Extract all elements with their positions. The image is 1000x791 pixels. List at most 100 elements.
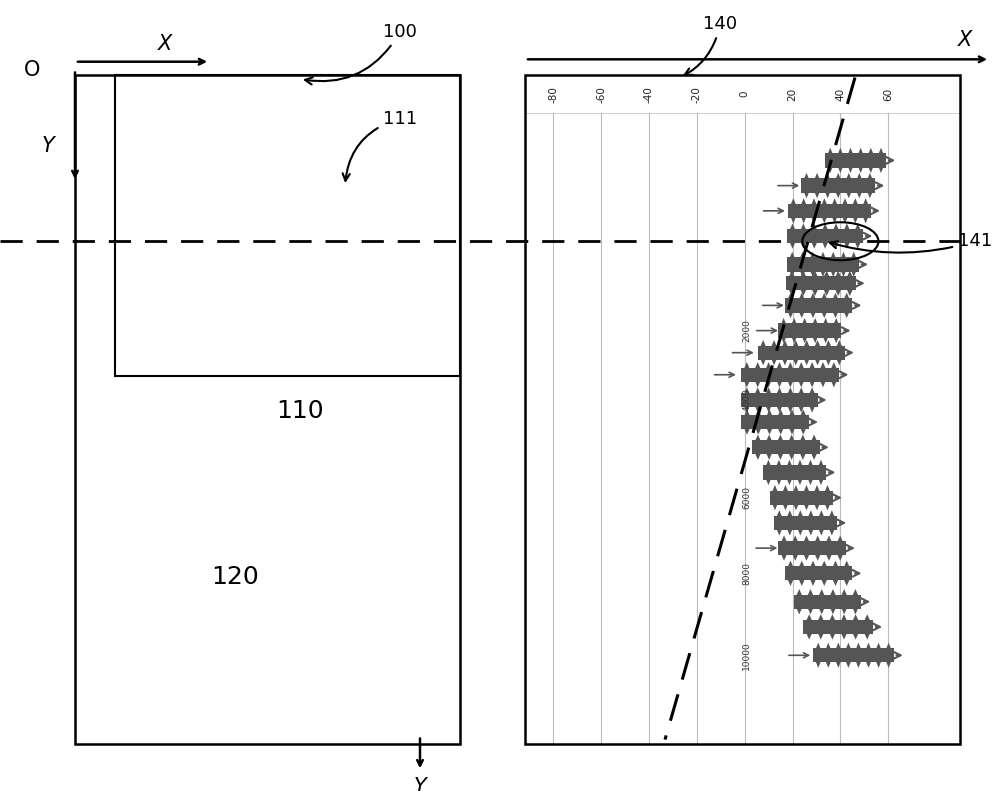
Polygon shape (823, 655, 833, 668)
Polygon shape (753, 410, 764, 422)
Bar (785, 298, 852, 312)
Polygon shape (876, 161, 886, 173)
Polygon shape (834, 353, 845, 365)
Polygon shape (785, 573, 796, 586)
Polygon shape (786, 410, 798, 422)
Text: -60: -60 (596, 85, 606, 103)
Polygon shape (809, 271, 821, 283)
Bar (75, 75, 460, 744)
Polygon shape (741, 375, 752, 388)
Polygon shape (819, 293, 830, 305)
Polygon shape (797, 434, 808, 447)
Polygon shape (787, 223, 798, 236)
Polygon shape (807, 561, 819, 573)
Bar (752, 440, 820, 454)
Polygon shape (823, 536, 835, 548)
Polygon shape (808, 447, 820, 460)
Text: 40: 40 (835, 88, 845, 100)
Polygon shape (844, 283, 856, 296)
Polygon shape (794, 602, 805, 615)
Bar (741, 368, 839, 382)
Text: 4000: 4000 (742, 388, 751, 411)
Polygon shape (823, 340, 834, 353)
Polygon shape (798, 410, 809, 422)
Polygon shape (850, 602, 861, 615)
Polygon shape (791, 498, 801, 510)
Polygon shape (758, 353, 769, 365)
Polygon shape (796, 362, 807, 375)
Text: 20: 20 (788, 88, 798, 100)
Polygon shape (763, 460, 774, 472)
Text: -20: -20 (692, 85, 702, 103)
Bar (115, 75, 460, 376)
Polygon shape (830, 293, 841, 305)
Polygon shape (823, 548, 835, 561)
Polygon shape (807, 400, 818, 413)
Polygon shape (866, 148, 876, 161)
Polygon shape (801, 548, 812, 561)
Polygon shape (807, 388, 818, 400)
Text: 140: 140 (685, 15, 737, 75)
Polygon shape (805, 589, 816, 602)
Polygon shape (813, 655, 823, 668)
Polygon shape (827, 602, 839, 615)
Polygon shape (780, 485, 791, 498)
Polygon shape (787, 236, 798, 248)
Polygon shape (778, 536, 790, 548)
Text: 6000: 6000 (742, 486, 751, 509)
Polygon shape (812, 485, 822, 498)
Polygon shape (752, 400, 763, 413)
Polygon shape (785, 523, 795, 536)
Polygon shape (818, 362, 828, 375)
Polygon shape (835, 548, 846, 561)
Polygon shape (796, 375, 807, 388)
Text: X: X (158, 33, 172, 54)
Polygon shape (833, 186, 843, 199)
Polygon shape (818, 264, 828, 277)
Polygon shape (834, 340, 845, 353)
Polygon shape (844, 271, 856, 283)
Polygon shape (812, 186, 822, 199)
Polygon shape (812, 548, 823, 561)
Polygon shape (831, 331, 841, 343)
Polygon shape (828, 264, 838, 277)
Polygon shape (807, 293, 819, 305)
Polygon shape (764, 447, 775, 460)
Polygon shape (758, 340, 769, 353)
Polygon shape (825, 161, 835, 173)
Polygon shape (820, 236, 831, 248)
Polygon shape (831, 318, 841, 331)
Polygon shape (789, 318, 799, 331)
Polygon shape (774, 523, 785, 536)
Polygon shape (850, 627, 861, 640)
Polygon shape (774, 388, 785, 400)
Polygon shape (860, 211, 871, 224)
Polygon shape (841, 561, 852, 573)
Bar (813, 648, 894, 662)
Polygon shape (797, 447, 808, 460)
Polygon shape (774, 510, 785, 523)
Polygon shape (785, 305, 796, 318)
Polygon shape (796, 293, 807, 305)
Polygon shape (795, 460, 805, 472)
Polygon shape (825, 148, 835, 161)
Text: 110: 110 (276, 399, 324, 423)
Polygon shape (830, 199, 840, 211)
Polygon shape (884, 655, 894, 668)
Text: -40: -40 (644, 85, 654, 103)
Polygon shape (805, 460, 816, 472)
Bar (803, 620, 873, 634)
Polygon shape (799, 331, 810, 343)
Polygon shape (841, 293, 852, 305)
Text: 2000: 2000 (742, 320, 751, 342)
Text: Y: Y (414, 777, 426, 791)
Polygon shape (849, 264, 859, 277)
Polygon shape (799, 318, 810, 331)
Bar (794, 595, 861, 609)
Polygon shape (786, 283, 798, 296)
Polygon shape (803, 615, 815, 627)
Polygon shape (775, 410, 786, 422)
Polygon shape (839, 589, 850, 602)
Polygon shape (791, 485, 801, 498)
Polygon shape (779, 340, 790, 353)
